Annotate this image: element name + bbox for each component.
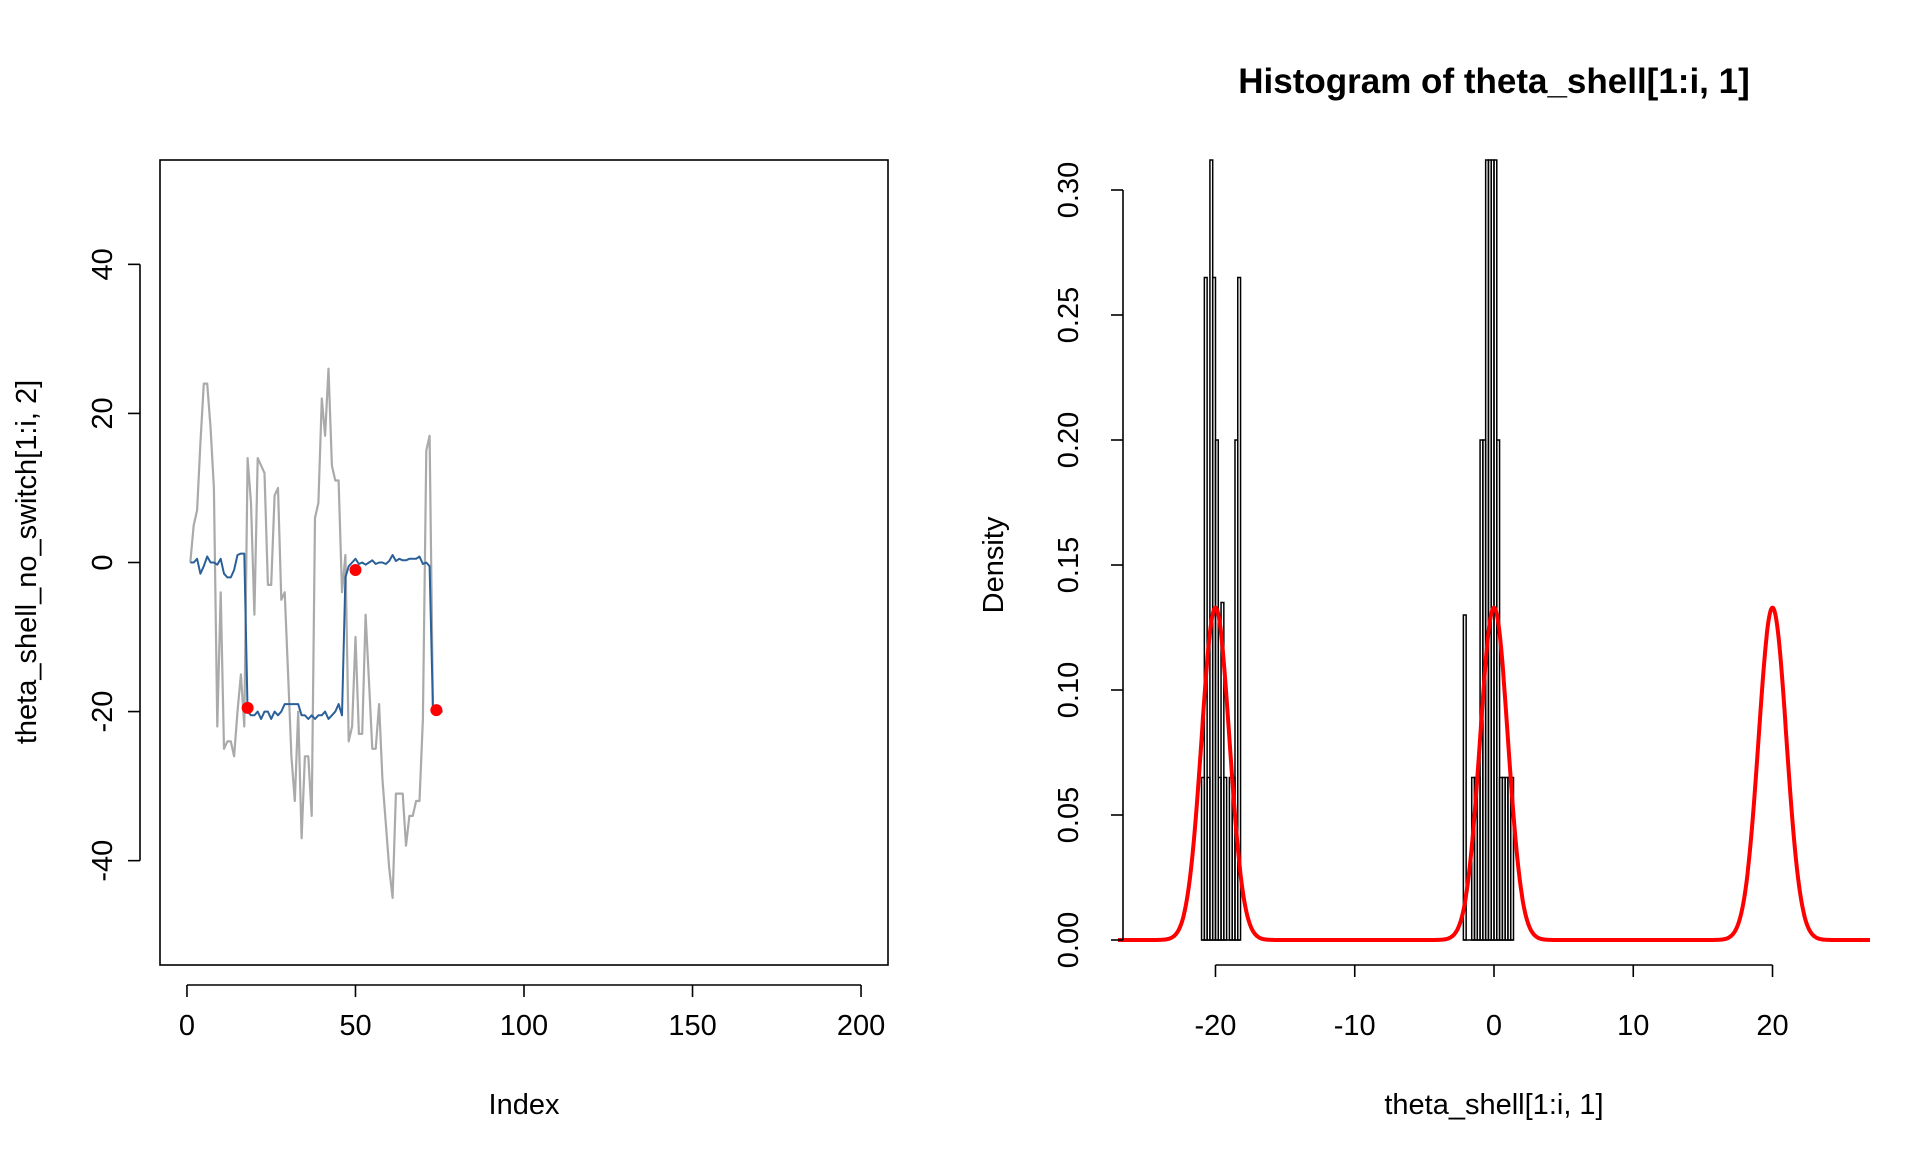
plot-box xyxy=(159,159,889,966)
series-lines xyxy=(189,367,444,900)
x-tick-label: 0 xyxy=(179,1010,195,1042)
switch-point xyxy=(430,704,443,717)
x-tick-label: 20 xyxy=(1756,1010,1788,1042)
y-axis: 0.00 0.05 0.10 0.15 0.20 0.25 0.30 xyxy=(1053,162,1124,968)
y-tick-label: 20 xyxy=(87,397,119,429)
trace-plot-panel: 0 50 100 150 200 -40 -20 0 20 40 Index theta_she… xyxy=(11,159,889,1121)
y-axis: -40 -20 0 20 40 xyxy=(87,248,141,882)
x-tick-label: 200 xyxy=(837,1010,885,1042)
x-tick-label: 50 xyxy=(339,1010,371,1042)
y-tick-label: 0.25 xyxy=(1053,287,1085,343)
y-tick-label: -40 xyxy=(87,840,119,882)
y-tick-label: 0.05 xyxy=(1053,787,1085,843)
x-tick-label: 150 xyxy=(668,1010,716,1042)
y-tick-label: -20 xyxy=(87,691,119,733)
y-tick-label: 0.00 xyxy=(1053,912,1085,968)
series-line-2 xyxy=(190,552,437,720)
x-tick-label: -10 xyxy=(1334,1010,1376,1042)
y-tick-label: 0.20 xyxy=(1053,412,1085,468)
histogram-bar xyxy=(1223,776,1228,941)
x-axis-title: Index xyxy=(489,1089,560,1121)
switch-points xyxy=(241,563,443,717)
x-tick-label: 10 xyxy=(1617,1010,1649,1042)
y-tick-label: 0.10 xyxy=(1053,662,1085,718)
x-axis: -20 -10 0 10 20 xyxy=(1195,964,1789,1042)
x-tick-label: 0 xyxy=(1486,1010,1502,1042)
density-curve xyxy=(1116,605,1872,942)
y-axis-title: Density xyxy=(978,516,1010,613)
y-axis-title: theta_shell_no_switch[1:i, 2] xyxy=(11,380,43,744)
chart-title: Histogram of theta_shell[1:i, 1] xyxy=(1238,62,1749,101)
x-axis: 0 50 100 150 200 xyxy=(179,984,885,1042)
y-tick-label: 0.30 xyxy=(1053,162,1085,218)
x-axis-title: theta_shell[1:i, 1] xyxy=(1384,1089,1603,1121)
series-line-1 xyxy=(189,367,444,900)
histogram-panel: Histogram of theta_shell[1:i, 1] -20 -10 0… xyxy=(978,62,1872,1121)
histogram-bars xyxy=(1200,159,1515,941)
switch-point xyxy=(349,563,362,576)
x-tick-label: -20 xyxy=(1195,1010,1237,1042)
density-line xyxy=(1116,605,1872,942)
y-tick-label: 40 xyxy=(87,248,119,280)
y-tick-label: 0 xyxy=(87,554,119,570)
switch-point xyxy=(241,701,254,714)
x-tick-label: 100 xyxy=(500,1010,548,1042)
y-tick-label: 0.15 xyxy=(1053,537,1085,593)
